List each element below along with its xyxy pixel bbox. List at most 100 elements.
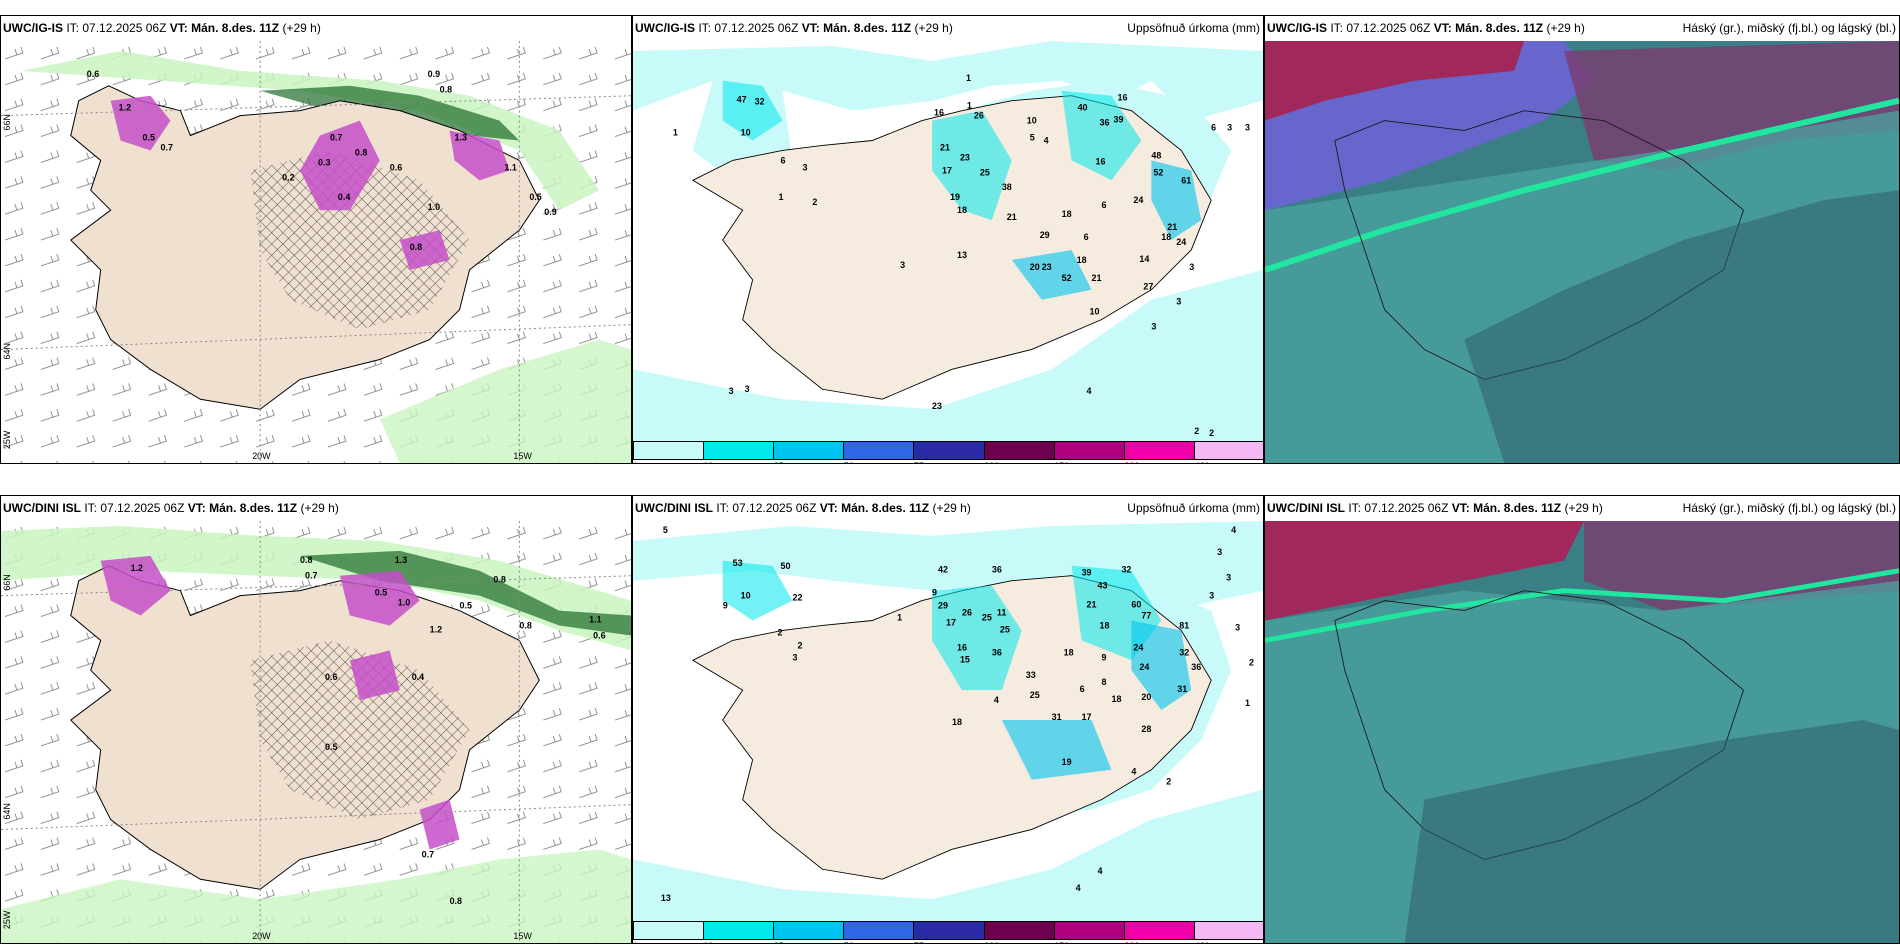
parallel bbox=[1, 95, 631, 117]
wind-value: 0.8 bbox=[440, 85, 452, 95]
precip-value: 33 bbox=[1026, 670, 1036, 680]
legend-swatch bbox=[914, 922, 985, 939]
model-name: UWC/IG-IS bbox=[1267, 21, 1327, 35]
cloud-map-panel-row2: UWC/DINI ISL IT: 07.12.2025 06Z VT: Mán.… bbox=[1264, 495, 1900, 944]
wind-value: 0.4 bbox=[338, 192, 350, 202]
wind-value: 0.5 bbox=[325, 742, 337, 752]
wind-value: 1.3 bbox=[455, 133, 467, 143]
wind-value: 1.1 bbox=[504, 162, 516, 172]
wind-value: 1.3 bbox=[395, 555, 407, 565]
valid-time: VT: Mán. 8.des. 11Z bbox=[187, 501, 298, 515]
precip-value: 4 bbox=[1087, 386, 1092, 396]
legend-swatch bbox=[844, 922, 915, 939]
precip-value: 26 bbox=[962, 608, 972, 618]
precip-area-light bbox=[633, 789, 1263, 921]
legend-tick: 10 bbox=[703, 941, 713, 943]
precip-value: 8 bbox=[1102, 677, 1107, 687]
legend-tick: 50 bbox=[844, 461, 854, 463]
panel-title: UWC/IG-IS IT: 07.12.2025 06Z VT: Mán. 8.… bbox=[1, 16, 631, 41]
precip-value: 3 bbox=[1189, 262, 1194, 272]
precip-value: 3 bbox=[1245, 123, 1250, 133]
precip-value: 2 bbox=[1166, 777, 1171, 787]
precip-map[interactable]: 5 53 50 10 9 22 1 2 2 3 42 36 9 29 26 25… bbox=[633, 521, 1263, 921]
precip-value: 48 bbox=[1151, 150, 1161, 160]
init-time: IT: 07.12.2025 06Z bbox=[1348, 501, 1449, 515]
precip-value: 77 bbox=[1141, 611, 1151, 621]
precip-value: 23 bbox=[932, 401, 942, 411]
lead-time: (+29 h) bbox=[1564, 501, 1603, 515]
precip-value: 52 bbox=[1153, 167, 1163, 177]
parallel bbox=[1, 575, 631, 597]
precip-value: 1 bbox=[1245, 698, 1250, 708]
precip-value: 3 bbox=[1176, 297, 1181, 307]
model-name: UWC/DINI ISL bbox=[635, 501, 713, 515]
precip-value: 1 bbox=[967, 101, 972, 111]
precip-value: 21 bbox=[940, 142, 950, 152]
lead-time: (+29 h) bbox=[1546, 21, 1585, 35]
valid-time: VT: Mán. 8.des. 11Z bbox=[169, 21, 280, 35]
wind-map-svg: 20W 15W 66N 64N 25W 0.6 0.9 0.8 1.2 0.7 … bbox=[1, 41, 631, 463]
legend-colorbar bbox=[633, 441, 1263, 460]
precip-value: 10 bbox=[741, 128, 751, 138]
legend-tick: 150 bbox=[1054, 461, 1069, 463]
wind-map[interactable]: 20W 15W 66N 64N 25W 0.6 0.9 0.8 1.2 0.7 … bbox=[1, 41, 631, 463]
low-cloud-dark bbox=[1464, 190, 1899, 463]
iceland-land bbox=[691, 95, 1212, 400]
precip-value: 21 bbox=[1092, 273, 1102, 283]
precip-value: 6 bbox=[1080, 684, 1085, 694]
precip-value: 6 bbox=[1211, 123, 1216, 133]
precip-area-light bbox=[633, 41, 1263, 121]
wind-value: 0.6 bbox=[593, 630, 605, 640]
precip-value: 3 bbox=[745, 384, 750, 394]
high-cloud-area bbox=[1265, 521, 1584, 621]
parallel bbox=[1, 324, 631, 351]
legend-tick: 100 bbox=[984, 941, 999, 943]
precip-value: 4 bbox=[1098, 866, 1103, 876]
precip-map[interactable]: 1 47 32 10 6 3 2 1 1 16 26 21 23 17 25 1… bbox=[633, 41, 1263, 441]
cloud-map[interactable] bbox=[1265, 41, 1899, 463]
wind-value: 0.7 bbox=[305, 571, 317, 581]
wind-value: 0.7 bbox=[330, 133, 342, 143]
cloud-title: Háský (gr.), miðský (fj.bl.) og lágský (… bbox=[1682, 501, 1896, 515]
lead-time: (+29 h) bbox=[932, 501, 971, 515]
precip-value: 31 bbox=[1177, 684, 1187, 694]
wind-value: 0.8 bbox=[355, 147, 367, 157]
precip-value: 22 bbox=[792, 593, 802, 603]
legend-tick: 400 bbox=[1195, 461, 1210, 463]
cloud-map[interactable] bbox=[1265, 521, 1899, 943]
wind-value: 1.2 bbox=[430, 624, 442, 634]
precip-value: 17 bbox=[1082, 712, 1092, 722]
legend-tick: 400 bbox=[1195, 941, 1210, 943]
legend-tick: 25 bbox=[773, 941, 783, 943]
precip-value: 24 bbox=[1139, 662, 1149, 672]
init-time: IT: 07.12.2025 06Z bbox=[66, 21, 167, 35]
precip-value: 81 bbox=[1179, 620, 1189, 630]
snow-area bbox=[449, 130, 510, 181]
precip-area-medium bbox=[1151, 160, 1202, 241]
precip-value: 4 bbox=[1076, 883, 1081, 893]
legend-tick: 150 bbox=[1054, 941, 1069, 943]
precip-value: 9 bbox=[932, 588, 937, 598]
snow-area bbox=[399, 230, 450, 270]
precip-legend: 1 10 25 50 75 100 150 200 400 bbox=[633, 921, 1263, 943]
wind-map[interactable]: 20W 15W 66N 64N 25W 1.2 0.8 0.5 1.3 0.8 … bbox=[1, 521, 631, 943]
legend-tick: 50 bbox=[844, 941, 854, 943]
lat-label: 25W bbox=[2, 430, 12, 449]
precip-value: 2 bbox=[812, 197, 817, 207]
precip-value: 21 bbox=[1007, 212, 1017, 222]
legend-swatch bbox=[984, 922, 1055, 939]
precip-value: 17 bbox=[946, 617, 956, 627]
precip-value: 16 bbox=[1117, 93, 1127, 103]
lon-label: 15W bbox=[513, 451, 532, 461]
precip-value: 32 bbox=[755, 97, 765, 107]
precip-map-panel-row1: UWC/IG-IS IT: 07.12.2025 06Z VT: Mán. 8.… bbox=[632, 15, 1264, 464]
wind-value: 0.5 bbox=[143, 133, 155, 143]
lead-time: (+29 h) bbox=[282, 21, 321, 35]
legend-tick: 75 bbox=[914, 941, 924, 943]
precip-value: 16 bbox=[1096, 156, 1106, 166]
green-precip-area-south bbox=[1, 849, 631, 943]
wind-value: 0.3 bbox=[318, 157, 330, 167]
precip-value: 25 bbox=[982, 613, 992, 623]
precip-value: 60 bbox=[1131, 600, 1141, 610]
legend-colorbar bbox=[633, 921, 1263, 940]
